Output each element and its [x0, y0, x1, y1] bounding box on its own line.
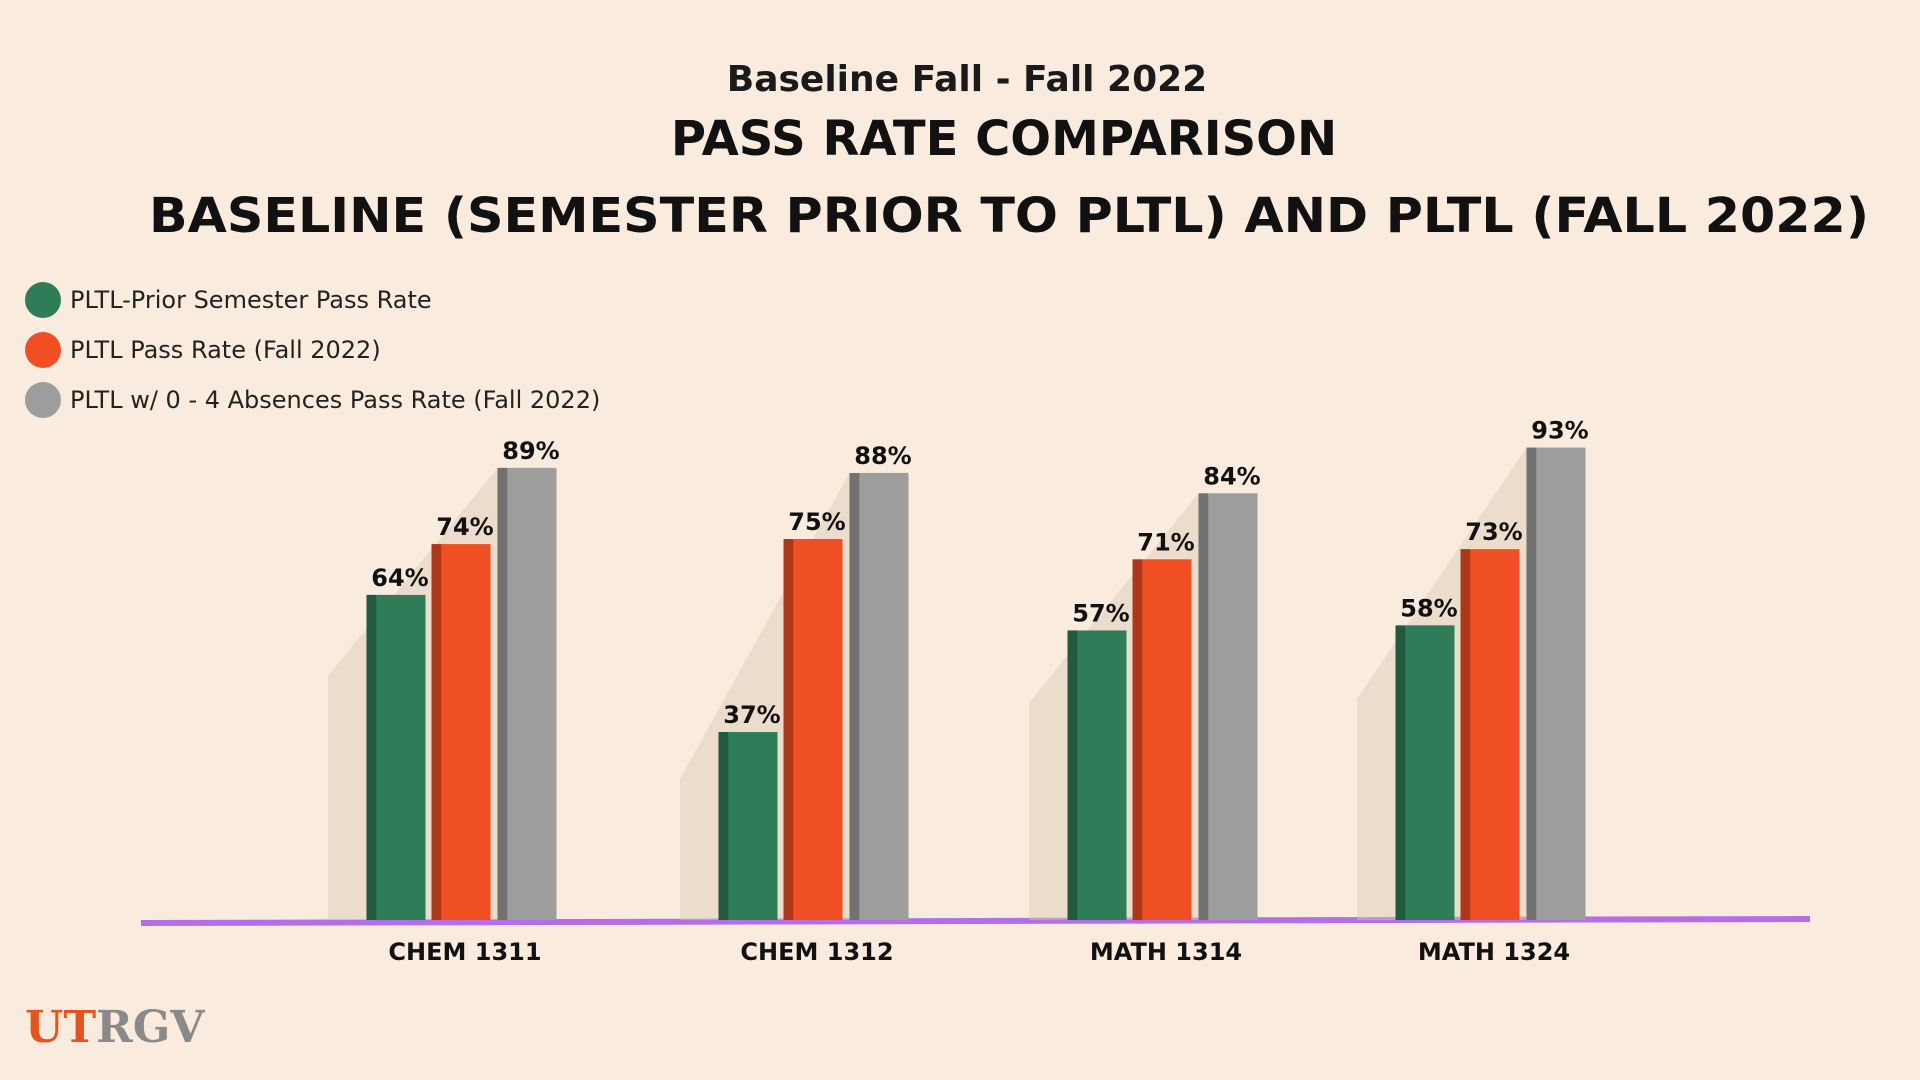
chart-subtitle: Baseline Fall - Fall 2022: [727, 59, 1207, 100]
x-tick-label: CHEM 1312: [740, 938, 893, 966]
bar-shadow: [1357, 447, 1556, 920]
bar-shadow: [1029, 493, 1228, 920]
bar-shade: [718, 732, 778, 920]
legend-label: PLTL w/ 0 - 4 Absences Pass Rate (Fall 2…: [70, 386, 600, 414]
bar-shade: [497, 467, 557, 920]
value-label: 57%: [1072, 599, 1129, 627]
bar-shade: [1198, 493, 1258, 920]
value-label: 58%: [1400, 594, 1457, 622]
logo-part: UT: [25, 1002, 96, 1053]
bar-shadow: [680, 472, 879, 920]
bar-shade: [1526, 447, 1586, 920]
x-tick-label: MATH 1314: [1090, 938, 1242, 966]
legend-label: PLTL-Prior Semester Pass Rate: [70, 286, 432, 314]
bar-shade: [1460, 549, 1520, 920]
bar-shade: [366, 594, 426, 920]
bar-shadow: [328, 467, 527, 920]
bar-shade: [783, 539, 843, 920]
value-label: 88%: [854, 442, 911, 470]
logo-part: RGV: [96, 1002, 205, 1053]
value-label: 74%: [436, 513, 493, 541]
chart-title: PASS RATE COMPARISON: [671, 111, 1337, 167]
legend-swatch: [25, 282, 61, 318]
x-tick-label: CHEM 1311: [388, 938, 541, 966]
logo: UTRGV: [25, 1002, 205, 1053]
bar-shade: [1395, 625, 1455, 920]
value-label: 71%: [1137, 528, 1194, 556]
bar-shade: [849, 472, 909, 920]
chart-title: BASELINE (SEMESTER PRIOR TO PLTL) AND PL…: [149, 188, 1869, 244]
value-label: 64%: [371, 564, 428, 592]
legend-swatch: [25, 382, 61, 418]
legend-swatch: [25, 332, 61, 368]
bar-shade: [1132, 559, 1192, 920]
value-label: 75%: [788, 508, 845, 536]
legend-label: PLTL Pass Rate (Fall 2022): [70, 336, 381, 364]
bar-shade: [1067, 630, 1127, 920]
value-label: 84%: [1203, 462, 1260, 490]
value-label: 89%: [502, 437, 559, 465]
value-label: 93%: [1531, 417, 1588, 445]
value-label: 37%: [723, 701, 780, 729]
value-label: 73%: [1465, 518, 1522, 546]
x-tick-label: MATH 1324: [1418, 938, 1570, 966]
bar-shade: [431, 544, 491, 920]
